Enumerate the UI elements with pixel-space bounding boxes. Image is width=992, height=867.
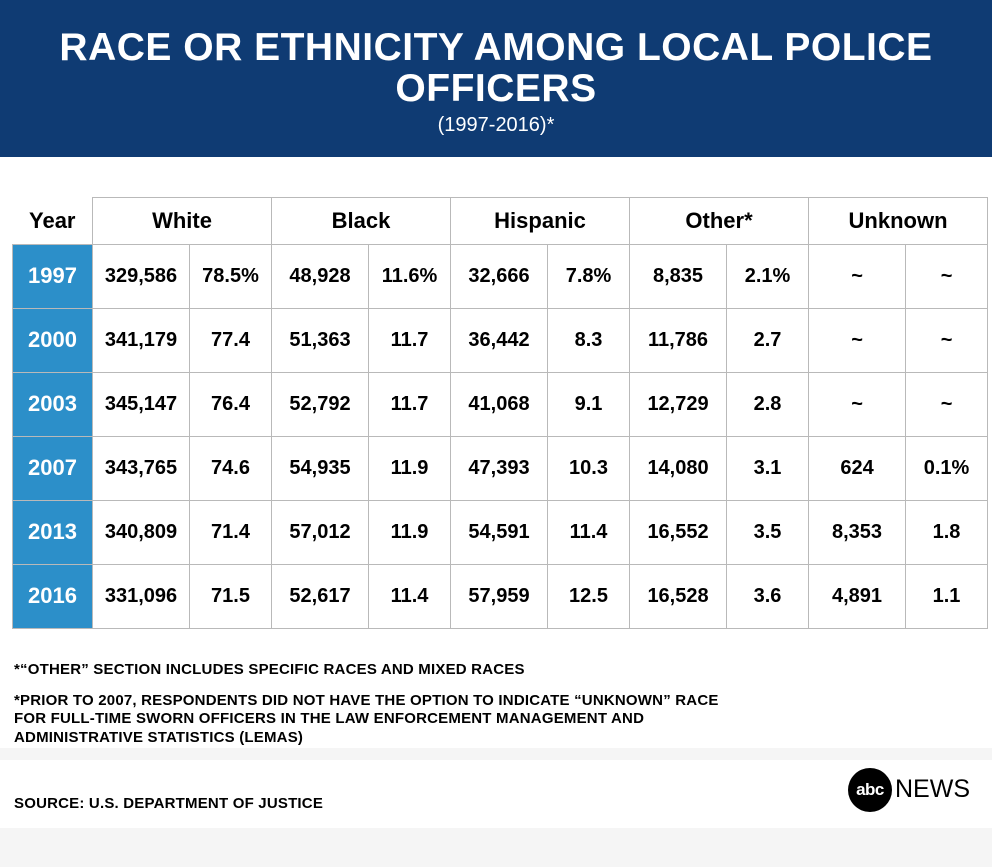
abc-logo-icon: abc xyxy=(848,768,892,812)
data-cell: 41,068 xyxy=(451,372,548,436)
data-cell: 52,792 xyxy=(272,372,369,436)
bottom-bar: SOURCE: U.S. DEPARTMENT OF JUSTICE abc N… xyxy=(0,760,992,828)
table-body: 1997329,58678.5%48,92811.6%32,6667.8%8,8… xyxy=(13,244,988,628)
data-cell: 4,891 xyxy=(809,564,906,628)
data-cell: 2.8 xyxy=(727,372,809,436)
data-cell: 54,935 xyxy=(272,436,369,500)
table-row: 2016331,09671.552,61711.457,95912.516,52… xyxy=(13,564,988,628)
source-line: SOURCE: U.S. DEPARTMENT OF JUSTICE xyxy=(14,795,323,812)
data-cell: ~ xyxy=(906,308,988,372)
data-cell: ~ xyxy=(906,372,988,436)
data-cell: 11.7 xyxy=(369,308,451,372)
data-cell: 11.4 xyxy=(548,500,630,564)
data-cell: 12,729 xyxy=(630,372,727,436)
data-cell: 329,586 xyxy=(93,244,190,308)
year-cell: 2013 xyxy=(13,500,93,564)
data-cell: ~ xyxy=(906,244,988,308)
data-cell: 36,442 xyxy=(451,308,548,372)
page-title: RACE OR ETHNICITY AMONG LOCAL POLICE OFF… xyxy=(20,28,972,110)
data-cell: 76.4 xyxy=(190,372,272,436)
data-cell: 8.3 xyxy=(548,308,630,372)
data-cell: 32,666 xyxy=(451,244,548,308)
data-cell: 624 xyxy=(809,436,906,500)
data-cell: 1.8 xyxy=(906,500,988,564)
data-cell: 71.5 xyxy=(190,564,272,628)
data-cell: 10.3 xyxy=(548,436,630,500)
data-cell: 11.9 xyxy=(369,436,451,500)
data-cell: 11,786 xyxy=(630,308,727,372)
data-cell: 3.6 xyxy=(727,564,809,628)
col-header-other: Other* xyxy=(630,197,809,244)
data-cell: 3.1 xyxy=(727,436,809,500)
footnote-2: *PRIOR TO 2007, RESPONDENTS DID NOT HAVE… xyxy=(14,692,734,748)
table-row: 2013340,80971.457,01211.954,59111.416,55… xyxy=(13,500,988,564)
data-cell: 345,147 xyxy=(93,372,190,436)
data-cell: ~ xyxy=(809,372,906,436)
table-container: Year White Black Hispanic Other* Unknown… xyxy=(0,157,992,647)
data-cell: 57,959 xyxy=(451,564,548,628)
data-cell: 2.1% xyxy=(727,244,809,308)
year-cell: 2016 xyxy=(13,564,93,628)
data-cell: 54,591 xyxy=(451,500,548,564)
table-row: 2003345,14776.452,79211.741,0689.112,729… xyxy=(13,372,988,436)
data-cell: 57,012 xyxy=(272,500,369,564)
data-cell: 341,179 xyxy=(93,308,190,372)
data-cell: 331,096 xyxy=(93,564,190,628)
abc-news-logo: abc NEWS xyxy=(848,768,970,812)
data-cell: 16,528 xyxy=(630,564,727,628)
year-cell: 2007 xyxy=(13,436,93,500)
news-logo-text: NEWS xyxy=(895,775,970,804)
data-cell: 8,835 xyxy=(630,244,727,308)
table-header-row: Year White Black Hispanic Other* Unknown xyxy=(13,197,988,244)
data-cell: 52,617 xyxy=(272,564,369,628)
data-cell: 8,353 xyxy=(809,500,906,564)
page-subtitle: (1997-2016)* xyxy=(20,114,972,137)
data-cell: 78.5% xyxy=(190,244,272,308)
data-cell: ~ xyxy=(809,308,906,372)
data-cell: ~ xyxy=(809,244,906,308)
col-header-black: Black xyxy=(272,197,451,244)
data-cell: 74.6 xyxy=(190,436,272,500)
table-row: 2007343,76574.654,93511.947,39310.314,08… xyxy=(13,436,988,500)
col-header-white: White xyxy=(93,197,272,244)
data-cell: 12.5 xyxy=(548,564,630,628)
data-cell: 11.7 xyxy=(369,372,451,436)
col-header-year: Year xyxy=(13,197,93,244)
data-cell: 11.6% xyxy=(369,244,451,308)
col-header-hispanic: Hispanic xyxy=(451,197,630,244)
data-table: Year White Black Hispanic Other* Unknown… xyxy=(12,197,988,629)
data-cell: 51,363 xyxy=(272,308,369,372)
data-cell: 48,928 xyxy=(272,244,369,308)
data-cell: 7.8% xyxy=(548,244,630,308)
footnote-1: *“OTHER” SECTION INCLUDES SPECIFIC RACES… xyxy=(14,661,734,680)
year-cell: 2000 xyxy=(13,308,93,372)
table-row: 2000341,17977.451,36311.736,4428.311,786… xyxy=(13,308,988,372)
data-cell: 77.4 xyxy=(190,308,272,372)
data-cell: 71.4 xyxy=(190,500,272,564)
data-cell: 3.5 xyxy=(727,500,809,564)
data-cell: 9.1 xyxy=(548,372,630,436)
data-cell: 2.7 xyxy=(727,308,809,372)
year-cell: 2003 xyxy=(13,372,93,436)
data-cell: 340,809 xyxy=(93,500,190,564)
year-cell: 1997 xyxy=(13,244,93,308)
data-cell: 14,080 xyxy=(630,436,727,500)
data-cell: 11.9 xyxy=(369,500,451,564)
header-banner: RACE OR ETHNICITY AMONG LOCAL POLICE OFF… xyxy=(0,0,992,157)
table-row: 1997329,58678.5%48,92811.6%32,6667.8%8,8… xyxy=(13,244,988,308)
data-cell: 16,552 xyxy=(630,500,727,564)
footnotes: *“OTHER” SECTION INCLUDES SPECIFIC RACES… xyxy=(0,647,992,748)
col-header-unknown: Unknown xyxy=(809,197,988,244)
data-cell: 47,393 xyxy=(451,436,548,500)
data-cell: 343,765 xyxy=(93,436,190,500)
data-cell: 11.4 xyxy=(369,564,451,628)
data-cell: 1.1 xyxy=(906,564,988,628)
data-cell: 0.1% xyxy=(906,436,988,500)
